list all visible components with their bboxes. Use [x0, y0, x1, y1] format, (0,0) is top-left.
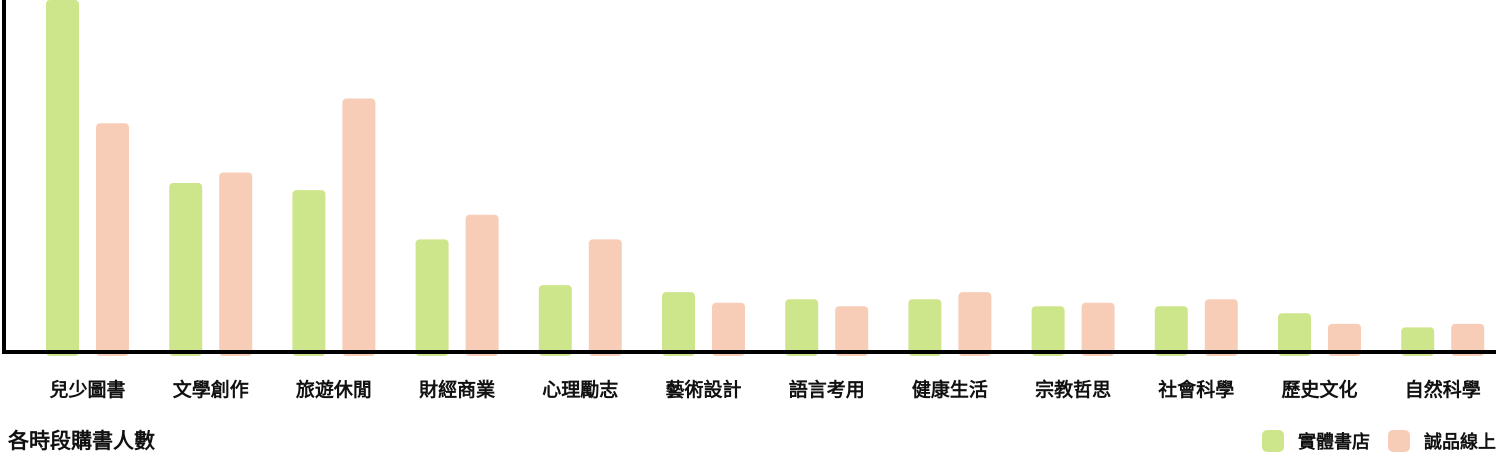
bar-series-1-3 [465, 214, 499, 356]
bar-series-0-1 [169, 183, 203, 356]
x-tick-label: 宗教哲思 [1035, 378, 1111, 401]
bar-series-1-5 [712, 302, 745, 356]
legend-swatch [1388, 430, 1410, 452]
bar-series-0-9 [1154, 306, 1188, 356]
bar-series-0-5 [662, 292, 695, 356]
x-tick-label: 自然科學 [1405, 378, 1481, 401]
legend-label: 誠品線上 [1424, 432, 1496, 453]
bar-series-1-6 [835, 306, 869, 356]
bar-series-0-0 [46, 0, 79, 356]
bar-series-0-3 [415, 239, 449, 356]
bars-layer [46, 0, 1485, 356]
bar-series-1-2 [342, 98, 376, 356]
bar-series-1-11 [1451, 323, 1485, 356]
legend-item-series-0: 實體書店 [1262, 428, 1370, 454]
x-tick-label: 藝術設計 [665, 378, 741, 401]
bar-series-0-2 [292, 190, 326, 356]
x-tick-label: 健康生活 [912, 378, 988, 401]
chart-title: 各時段購書人數 [8, 429, 155, 453]
bar-series-0-11 [1401, 327, 1435, 356]
bar-series-0-7 [908, 299, 942, 356]
legend-item-series-1: 誠品線上 [1388, 428, 1496, 454]
bar-series-1-0 [96, 123, 129, 356]
bar-series-0-4 [538, 285, 572, 356]
bar-series-0-6 [785, 299, 819, 356]
bar-series-1-1 [219, 172, 253, 356]
legend-swatch [1262, 430, 1284, 452]
legend-label: 實體書店 [1298, 432, 1370, 453]
x-tick-label: 文學創作 [173, 378, 249, 401]
x-tick-label: 旅遊休閒 [296, 378, 372, 401]
x-tick-label: 心理勵志 [542, 378, 618, 401]
bar-series-1-9 [1204, 299, 1238, 356]
legend: 實體書店 誠品線上 [1262, 424, 1496, 458]
bar-series-1-10 [1328, 323, 1361, 356]
bar-series-1-8 [1081, 302, 1115, 356]
x-tick-label: 兒少圖書 [49, 378, 125, 401]
x-tick-label: 語言考用 [789, 378, 865, 401]
x-tick-label: 社會科學 [1157, 378, 1234, 401]
category-labels: 兒少圖書 文學創作 旅遊休閒 財經商業 心理勵志 藝術設計 語言考用 健康生活 宗教哲思 社會科學… [49, 378, 1480, 401]
bar-series-1-4 [588, 239, 622, 356]
bar-series-0-8 [1031, 306, 1065, 356]
bar-series-0-10 [1278, 313, 1311, 356]
x-tick-label: 歷史文化 [1281, 378, 1357, 401]
x-tick-label: 財經商業 [419, 378, 496, 401]
bar-series-1-7 [958, 292, 992, 356]
